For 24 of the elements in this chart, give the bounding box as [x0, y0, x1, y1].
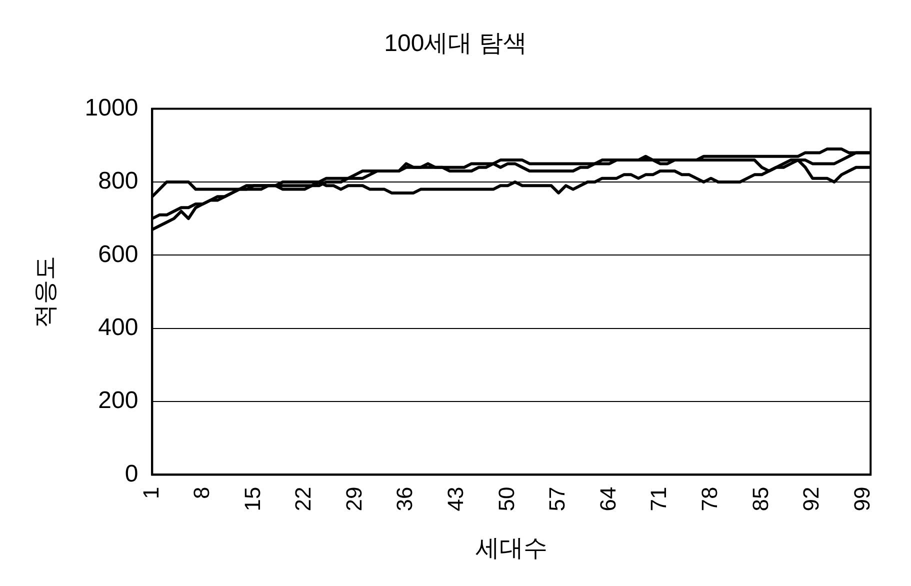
chart-title: 100세대 탐색: [384, 30, 527, 58]
x-tick-label: 78: [697, 486, 722, 512]
x-tick-label: 15: [240, 486, 265, 512]
x-tick-label: 99: [849, 486, 874, 512]
y-tick-label: 400: [98, 314, 138, 341]
y-tick-label: 1000: [84, 94, 138, 122]
x-tick-label: 36: [392, 486, 418, 512]
x-tick-label: 64: [595, 486, 620, 512]
y-tick-label: 800: [98, 168, 138, 195]
x-tick-label: 8: [189, 486, 214, 499]
y-tick-label: 600: [98, 240, 138, 268]
y-axis-title: 적응도: [32, 256, 60, 328]
x-axis-title: 세대수: [475, 535, 548, 562]
x-tick-label: 43: [443, 486, 468, 512]
x-tick-label: 22: [290, 486, 316, 512]
x-tick-label: 29: [341, 486, 366, 512]
x-tick-label: 92: [798, 486, 824, 512]
x-tick-label: 57: [544, 486, 570, 512]
x-tick-label: 1: [138, 486, 164, 499]
y-tick-label: 0: [124, 460, 138, 488]
y-tick-label: 200: [98, 387, 138, 414]
x-tick-label: 50: [494, 486, 519, 512]
x-tick-label: 85: [748, 486, 773, 512]
x-tick-label: 71: [646, 486, 672, 512]
